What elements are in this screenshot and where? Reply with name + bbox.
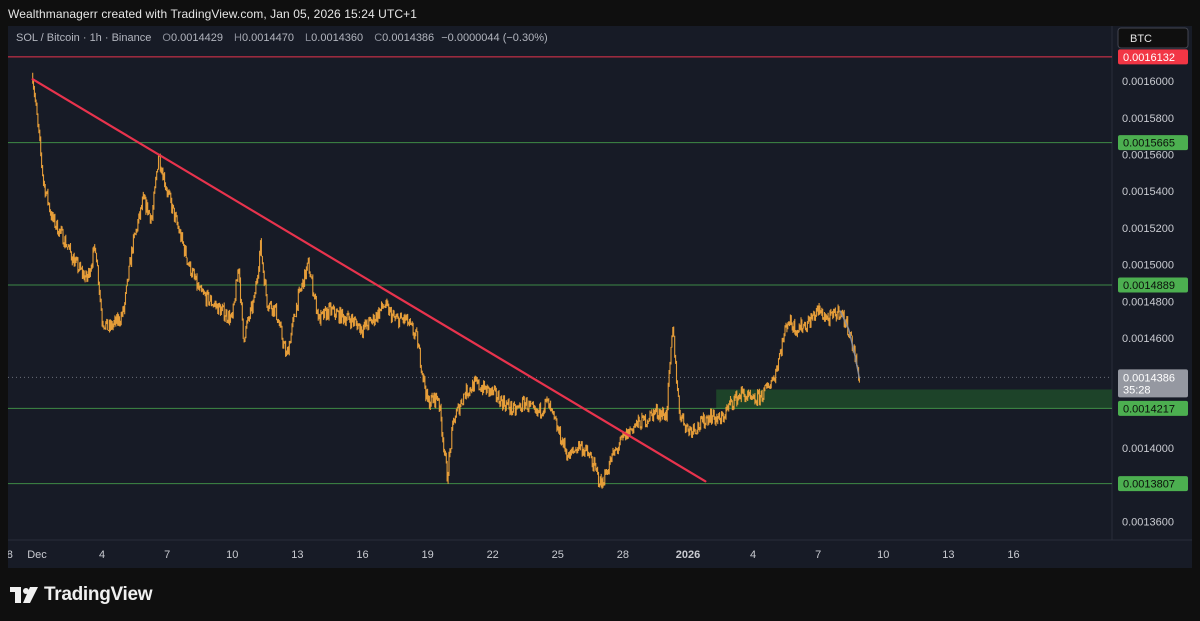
change-value: −0.0000044 (−0.30%) [441, 32, 548, 44]
x-tick-label: 22 [487, 549, 499, 561]
x-tick-label: 4 [750, 549, 756, 561]
x-tick-label: 13 [942, 549, 954, 561]
resistance-price-tag[interactable] [1118, 49, 1188, 65]
level-price-tag-text: 0.0013807 [1123, 479, 1175, 491]
high-label: H [234, 32, 242, 44]
level-price-tag-text: 0.0014217 [1123, 403, 1175, 415]
x-tick-label: 16 [356, 549, 368, 561]
resistance-price-tag-text: 0.0016132 [1123, 52, 1175, 64]
last-price-tag-text: 0.0014386 [1123, 372, 1175, 384]
y-tick-label: 0.0015000 [1122, 260, 1174, 272]
footer: TradingView [0, 568, 1200, 621]
x-tick-label: 4 [99, 549, 105, 561]
x-tick-label: 2026 [676, 549, 700, 561]
y-tick-label: 0.0016000 [1122, 76, 1174, 88]
x-tick-label: 19 [421, 549, 433, 561]
y-tick-label: 0.0014000 [1122, 443, 1174, 455]
level-price-tag[interactable] [1118, 476, 1188, 492]
close-label: C [374, 32, 383, 44]
x-tick-label: 16 [1007, 549, 1019, 561]
credit-text: Wealthmanagerr created with TradingView.… [8, 7, 418, 21]
x-tick-label: 28 [8, 549, 13, 561]
x-tick-label: Dec [27, 549, 47, 561]
trendline[interactable] [31, 78, 707, 483]
high-value: 0.0014470 [241, 32, 294, 44]
y-tick-label: 0.0015600 [1122, 150, 1174, 162]
open-label: O [162, 32, 171, 44]
currency-badge[interactable] [1117, 27, 1189, 49]
currency-badge-text: BTC [1130, 33, 1152, 45]
level-price-tag-text: 0.0014889 [1123, 280, 1175, 292]
open-value: 0.0014429 [170, 32, 223, 44]
ohlc-legend: SOL / Bitcoin · 1h · Binance O0.0014429 … [16, 32, 548, 44]
y-tick-label: 0.0014800 [1122, 296, 1174, 308]
x-tick-label: 25 [552, 549, 564, 561]
level-price-tag-text: 0.0015665 [1123, 138, 1175, 150]
level-price-tag[interactable] [1118, 135, 1188, 151]
support-zone[interactable] [716, 389, 1112, 409]
x-tick-label: 28 [617, 549, 629, 561]
top-bar: Wealthmanagerr created with TradingView.… [0, 0, 1200, 26]
last-price-tag[interactable] [1118, 369, 1188, 398]
x-tick-label: 13 [291, 549, 303, 561]
close-value: 0.0014386 [382, 32, 435, 44]
y-tick-label: 0.0015200 [1122, 223, 1174, 235]
low-label: L [305, 32, 312, 44]
y-tick-label: 0.0014600 [1122, 333, 1174, 345]
tradingview-logo-icon [10, 587, 38, 603]
x-tick-label: 10 [877, 549, 889, 561]
x-tick-label: 7 [164, 549, 170, 561]
latest-price-segment [839, 310, 861, 379]
low-value: 0.0014360 [311, 32, 364, 44]
price-chart[interactable]: 0.0016000 0.0015800 0.0015600 0.0015400 0.00… [8, 26, 1192, 568]
level-price-tag[interactable] [1118, 400, 1188, 416]
brand-name: TradingView [44, 584, 153, 605]
level-price-tag[interactable] [1118, 277, 1188, 293]
chart-background [8, 26, 1192, 568]
y-tick-label: 0.0015800 [1122, 113, 1174, 125]
symbol-label[interactable]: SOL / Bitcoin · 1h · Binance [16, 32, 152, 44]
tradingview-logo[interactable]: TradingView [10, 584, 153, 606]
x-tick-label: 7 [815, 549, 821, 561]
y-tick-label: 0.0015400 [1122, 186, 1174, 198]
countdown-text: 35:28 [1123, 384, 1151, 396]
chart-panel[interactable]: 0.0016000 0.0015800 0.0015600 0.0015400 0.00… [8, 26, 1192, 568]
x-tick-label: 10 [226, 549, 238, 561]
y-tick-label: 0.0013600 [1122, 517, 1174, 529]
